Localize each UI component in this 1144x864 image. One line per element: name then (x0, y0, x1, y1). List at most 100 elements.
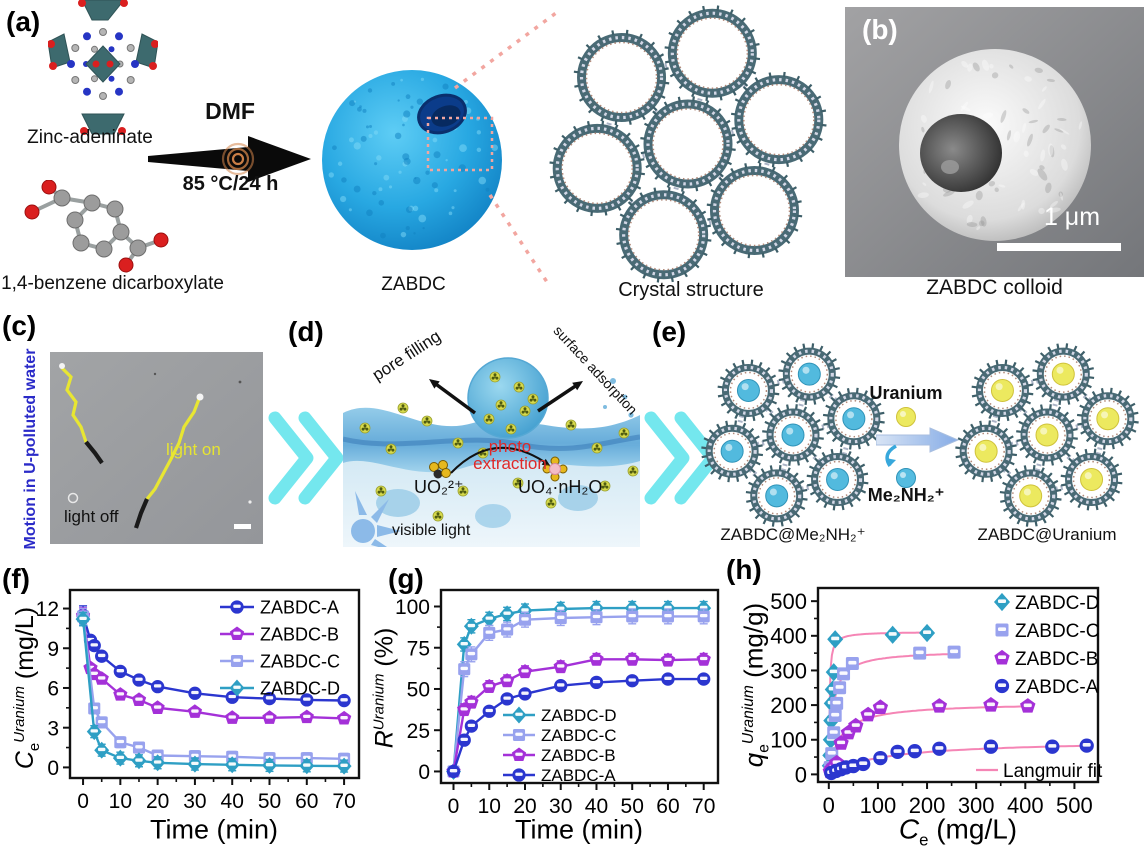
zabdc-sphere-image (322, 70, 502, 250)
condition-top-label: DMF (205, 98, 255, 124)
photoextraction-scene-image (343, 353, 640, 547)
scale-bar (234, 524, 251, 529)
chart-f-xlabel: Time (min) (150, 814, 278, 845)
chart-h: 0 100 200 300 400 500 0 100 200 300 400 500 ZABDC-D Z… (770, 586, 1103, 818)
svg-text:70: 70 (692, 795, 715, 818)
svg-text:40: 40 (585, 795, 608, 818)
svg-text:ZABDC-D: ZABDC-D (260, 678, 340, 698)
svg-text:20: 20 (513, 795, 536, 818)
panel-g-label: (g) (388, 563, 424, 594)
light-off-label: light off (64, 507, 119, 526)
zabdc-me2nh2-framework-image (701, 343, 885, 527)
svg-text:400: 400 (770, 624, 807, 649)
svg-text:10: 10 (109, 790, 132, 813)
svg-text:9: 9 (47, 638, 59, 661)
motion-microscopy-image (50, 352, 263, 544)
zabdc-uranium-framework-image (955, 343, 1139, 527)
panel-f-label: (f) (2, 563, 30, 594)
svg-text:ZABDC-C: ZABDC-C (541, 726, 617, 745)
svg-text:30: 30 (549, 795, 572, 818)
trajectory-2-light-on (145, 398, 201, 500)
release-arrow-and-ion-icon (885, 444, 916, 488)
chart-h-ylabel: qeUranium (mg/g) (738, 602, 773, 768)
photo-extraction-label-1: photo (488, 437, 532, 456)
uo2-species-label: UO₂²⁺ (414, 477, 464, 497)
svg-text:75: 75 (407, 637, 430, 660)
visible-light-label: visible light (392, 522, 471, 539)
chart-g-xlabel: Time (min) (515, 814, 643, 845)
svg-text:70: 70 (332, 790, 355, 813)
svg-text:200: 200 (770, 693, 807, 718)
svg-text:12: 12 (36, 598, 59, 621)
svg-text:ZABDC-D: ZABDC-D (1015, 593, 1099, 614)
svg-text:30: 30 (183, 790, 206, 813)
svg-text:0: 0 (418, 761, 430, 784)
svg-text:0: 0 (795, 762, 807, 787)
svg-text:3: 3 (47, 717, 59, 740)
trajectory-2-light-off (134, 498, 149, 529)
crystal-structure-image (549, 5, 827, 283)
svg-text:ZABDC-C: ZABDC-C (1015, 621, 1099, 642)
svg-text:500: 500 (1056, 793, 1093, 818)
svg-text:300: 300 (958, 793, 995, 818)
svg-text:ZABDC-B: ZABDC-B (1015, 649, 1098, 670)
svg-text:Langmuir fit: Langmuir fit (1003, 761, 1103, 782)
sem-image (845, 7, 1144, 277)
photo-extraction-label-2: extraction (473, 454, 547, 473)
svg-text:60: 60 (656, 795, 679, 818)
scale-bar-label: 1 μm (1043, 203, 1101, 231)
svg-text:20: 20 (146, 790, 169, 813)
svg-text:300: 300 (770, 658, 807, 683)
zinc-adeninate-structure-icon (48, 0, 158, 135)
svg-text:ZABDC-B: ZABDC-B (541, 746, 616, 765)
svg-text:10: 10 (478, 795, 501, 818)
sem-caption: ZABDC colloid (926, 276, 1063, 299)
framework-left-caption: ZABDC@Me₂NH₂⁺ (720, 525, 866, 544)
uo2-cluster-icon (429, 460, 451, 479)
light-on-label: light on (166, 440, 221, 459)
chart-g-ylabel: RUranium (%) (370, 627, 399, 749)
reactant-top-label: Zinc-adeninate (27, 127, 153, 148)
svg-text:ZABDC-A: ZABDC-A (1015, 677, 1099, 698)
chart-f-ylabel: CeUranium (mg/L) (10, 606, 44, 770)
svg-text:60: 60 (295, 790, 318, 813)
svg-text:ZABDC-A: ZABDC-A (541, 766, 616, 785)
trajectory-1-light-off (84, 440, 104, 465)
panel-a-label: (a) (6, 6, 41, 37)
crystal-caption: Crystal structure (618, 279, 764, 301)
svg-text:100: 100 (860, 793, 897, 818)
benzene-dicarboxylate-structure-icon (24, 180, 169, 273)
chart-h-xlabel: Ce (mg/L) (898, 813, 1018, 850)
svg-text:100: 100 (395, 596, 430, 619)
motion-side-label: Motion in U-polluted water (22, 348, 39, 550)
svg-text:0: 0 (448, 795, 460, 818)
panel-d-label: (d) (288, 316, 324, 347)
svg-text:500: 500 (770, 589, 807, 614)
svg-text:50: 50 (621, 795, 644, 818)
me2nh2-label: Me₂NH₂⁺ (867, 485, 945, 505)
svg-text:0: 0 (47, 757, 59, 780)
uranium-label: Uranium (869, 383, 943, 403)
panel-c-label: (c) (2, 310, 37, 341)
chevron-right-icon (268, 411, 344, 505)
chart-f: 0 10 20 30 40 50 60 70 0 3 6 9 12 ZABDC-A ZABDC-B ZABDC… (36, 588, 361, 813)
product-label: ZABDC (381, 274, 446, 295)
svg-text:0: 0 (77, 790, 89, 813)
svg-text:200: 200 (909, 793, 946, 818)
svg-text:6: 6 (47, 678, 59, 701)
svg-text:ZABDC-C: ZABDC-C (260, 651, 340, 671)
exchange-arrow-icon (876, 427, 960, 453)
panel-h-label: (h) (726, 554, 762, 585)
panel-e-label: (e) (652, 316, 687, 347)
framework-right-caption: ZABDC@Uranium (977, 525, 1117, 544)
svg-text:25: 25 (407, 720, 430, 743)
svg-text:50: 50 (407, 679, 430, 702)
scale-bar (997, 243, 1121, 251)
svg-text:100: 100 (770, 728, 807, 753)
svg-text:ZABDC-D: ZABDC-D (541, 706, 617, 725)
reaction-arrow-icon (148, 136, 311, 182)
svg-text:ZABDC-B: ZABDC-B (260, 624, 339, 644)
svg-text:400: 400 (1007, 793, 1044, 818)
svg-text:50: 50 (258, 790, 281, 813)
condition-bottom-label: 85 °C/24 h (182, 173, 279, 195)
